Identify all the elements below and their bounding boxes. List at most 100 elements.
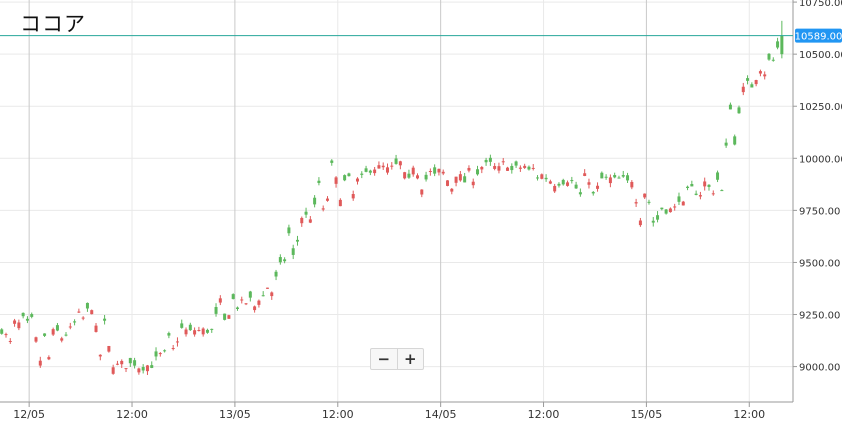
zoom-out-button[interactable]: − <box>371 349 397 369</box>
zoom-in-button[interactable]: + <box>396 349 424 369</box>
candle-body <box>13 320 17 324</box>
candle-body <box>253 306 257 311</box>
candle-body <box>643 193 647 198</box>
candle-body <box>750 84 754 88</box>
candle-body <box>531 167 535 169</box>
candle-body <box>94 325 98 332</box>
candle-body <box>604 176 608 178</box>
x-tick-label: 12:00 <box>322 408 354 421</box>
candle-body <box>656 215 660 220</box>
candle-body <box>394 158 398 164</box>
candle-body <box>741 86 745 93</box>
candle-body <box>728 104 732 110</box>
x-tick-label: 12/05 <box>13 408 45 421</box>
candle-body <box>467 167 471 171</box>
candle-body <box>68 326 72 328</box>
candle-body <box>716 172 720 180</box>
candle-body <box>480 167 484 170</box>
candle-body <box>0 329 4 334</box>
candle-body <box>390 165 394 167</box>
candle-body <box>411 167 415 175</box>
candle-body <box>660 207 664 210</box>
candle-body <box>81 317 85 319</box>
x-tick-label: 15/05 <box>631 408 663 421</box>
candle-body <box>244 303 248 305</box>
candle-body <box>377 165 381 169</box>
candle-body <box>167 333 171 336</box>
candle-body <box>158 353 162 355</box>
candle-body <box>90 310 94 315</box>
candle-body <box>325 198 329 201</box>
candle-body <box>591 191 595 194</box>
candle-body <box>330 160 334 163</box>
candle-body <box>651 220 655 223</box>
candle-body <box>501 161 505 163</box>
candle-body <box>437 168 441 173</box>
candle-body <box>355 178 359 182</box>
candle-body <box>540 174 544 179</box>
candle-body <box>175 341 179 343</box>
candle-body <box>647 201 651 203</box>
candle-body <box>707 184 711 187</box>
candle-body <box>673 206 677 208</box>
candle-body <box>476 169 480 175</box>
candle-body <box>124 368 128 370</box>
candle-body <box>133 360 137 366</box>
candle-body <box>4 334 8 336</box>
candle-body <box>334 177 338 184</box>
candle-body <box>364 168 368 172</box>
candle-body <box>613 175 617 178</box>
candle-body <box>8 340 12 342</box>
candle-body <box>737 107 741 114</box>
candle-body <box>17 322 21 329</box>
candle-body <box>218 298 222 303</box>
candle-body <box>698 195 702 197</box>
candle-body <box>231 294 235 299</box>
candle-body <box>227 315 231 319</box>
candle-body <box>488 157 492 162</box>
candle-body <box>724 142 728 146</box>
candle-body <box>544 177 548 180</box>
candle-body <box>583 173 587 176</box>
candle-body <box>111 367 115 374</box>
price-badge <box>795 28 842 43</box>
candle-body <box>248 291 252 298</box>
candle-body <box>51 329 55 335</box>
candle-body <box>420 189 424 195</box>
candle-body <box>497 166 501 171</box>
candle-body <box>145 365 149 372</box>
candle-body <box>677 196 681 202</box>
candle-body <box>441 171 445 174</box>
candle-body <box>34 337 38 342</box>
candle-body <box>154 351 158 357</box>
candle-body <box>64 334 68 336</box>
candle-body <box>338 199 342 207</box>
candle-body <box>107 345 111 352</box>
candle-body <box>214 307 218 314</box>
candle-body <box>450 188 454 192</box>
candle-body <box>60 338 64 341</box>
candle-body <box>240 299 244 301</box>
candle-body <box>43 333 47 336</box>
candle-body <box>223 313 227 320</box>
y-tick-label: 9500.00 <box>799 258 840 269</box>
candle-body <box>103 318 107 321</box>
candle-body <box>536 177 540 179</box>
candle-body <box>454 176 458 183</box>
candle-body <box>47 357 51 360</box>
candle-body <box>287 227 291 234</box>
candle-body <box>566 182 570 186</box>
candle-body <box>73 321 77 323</box>
candle-body <box>527 166 531 170</box>
candle-body <box>313 197 317 205</box>
candle-body <box>381 165 385 168</box>
candle-body <box>767 53 771 60</box>
candle-body <box>304 211 308 215</box>
candle-body <box>321 208 325 210</box>
candle-body <box>578 192 582 195</box>
candle-body <box>385 167 389 173</box>
candle-body <box>600 172 604 179</box>
candle-body <box>596 185 600 189</box>
